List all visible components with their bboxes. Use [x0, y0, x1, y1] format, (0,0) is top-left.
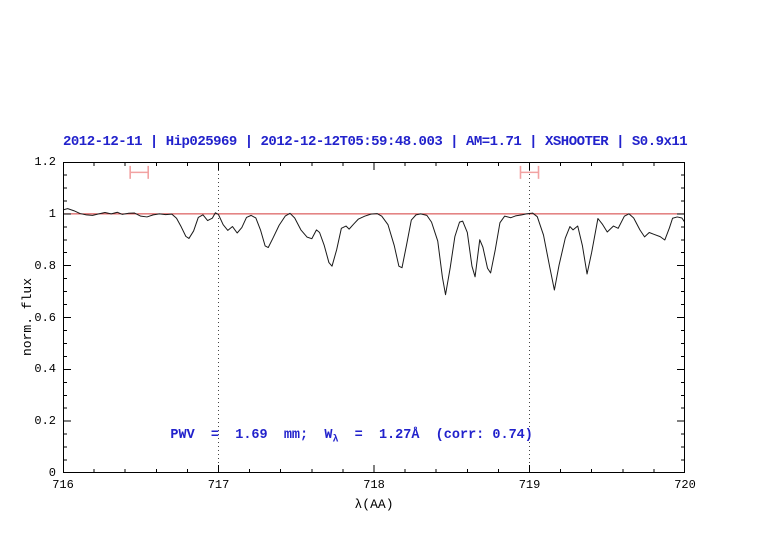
y-tick-label: 1: [48, 206, 56, 221]
x-tick-label: 718: [363, 478, 385, 492]
x-tick-label: 719: [518, 478, 541, 492]
pwv-annotation-suffix: = 1.27Å (corr: 0.74): [338, 428, 533, 443]
y-tick-label: 0.6: [34, 310, 56, 325]
lambda-subscript: λ: [332, 434, 339, 446]
plot-title: 2012-12-11 | Hip025969 | 2012-12-12T05:5…: [63, 134, 688, 150]
y-tick-label: 0: [48, 466, 56, 480]
x-tick-label: 716: [52, 478, 74, 492]
y-tick-label: 0.2: [34, 414, 56, 429]
y-tick-label: 0.4: [34, 362, 56, 377]
x-axis-label: λ(AA): [354, 497, 394, 512]
y-tick-label: 1.2: [34, 155, 56, 169]
x-tick-label: 720: [674, 478, 696, 492]
spectrum-plot-area: [63, 162, 685, 473]
pwv-annotation: PWV = 1.69 mm; Wλ = 1.27Å (corr: 0.74): [138, 413, 533, 461]
y-tick-label: 0.8: [34, 258, 56, 273]
x-tick-label: 717: [207, 478, 230, 492]
pwv-annotation-prefix: PWV = 1.69 mm; W: [170, 428, 333, 443]
